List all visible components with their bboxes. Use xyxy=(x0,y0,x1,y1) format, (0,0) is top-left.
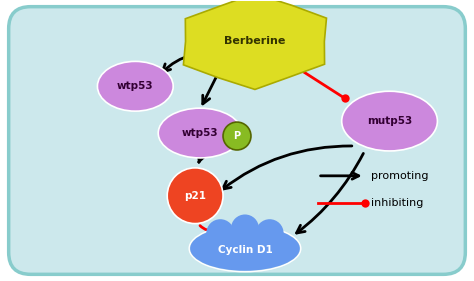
Text: P: P xyxy=(233,131,241,141)
Text: mutp53: mutp53 xyxy=(367,116,412,126)
PathPatch shape xyxy=(183,0,327,89)
Circle shape xyxy=(255,219,283,247)
Text: Cyclin D1: Cyclin D1 xyxy=(218,245,273,255)
Text: wtp53: wtp53 xyxy=(117,81,154,91)
Text: Berberine: Berberine xyxy=(224,37,286,46)
Circle shape xyxy=(206,219,234,247)
Ellipse shape xyxy=(158,108,242,158)
Text: inhibiting: inhibiting xyxy=(371,198,423,208)
Text: p21: p21 xyxy=(184,191,206,201)
Text: wtp53: wtp53 xyxy=(182,128,219,138)
Circle shape xyxy=(223,122,251,150)
Text: promoting: promoting xyxy=(371,171,428,181)
Circle shape xyxy=(167,168,223,224)
Ellipse shape xyxy=(342,91,438,151)
Ellipse shape xyxy=(190,226,300,271)
FancyBboxPatch shape xyxy=(9,7,465,274)
Ellipse shape xyxy=(98,61,173,111)
Circle shape xyxy=(231,214,259,242)
